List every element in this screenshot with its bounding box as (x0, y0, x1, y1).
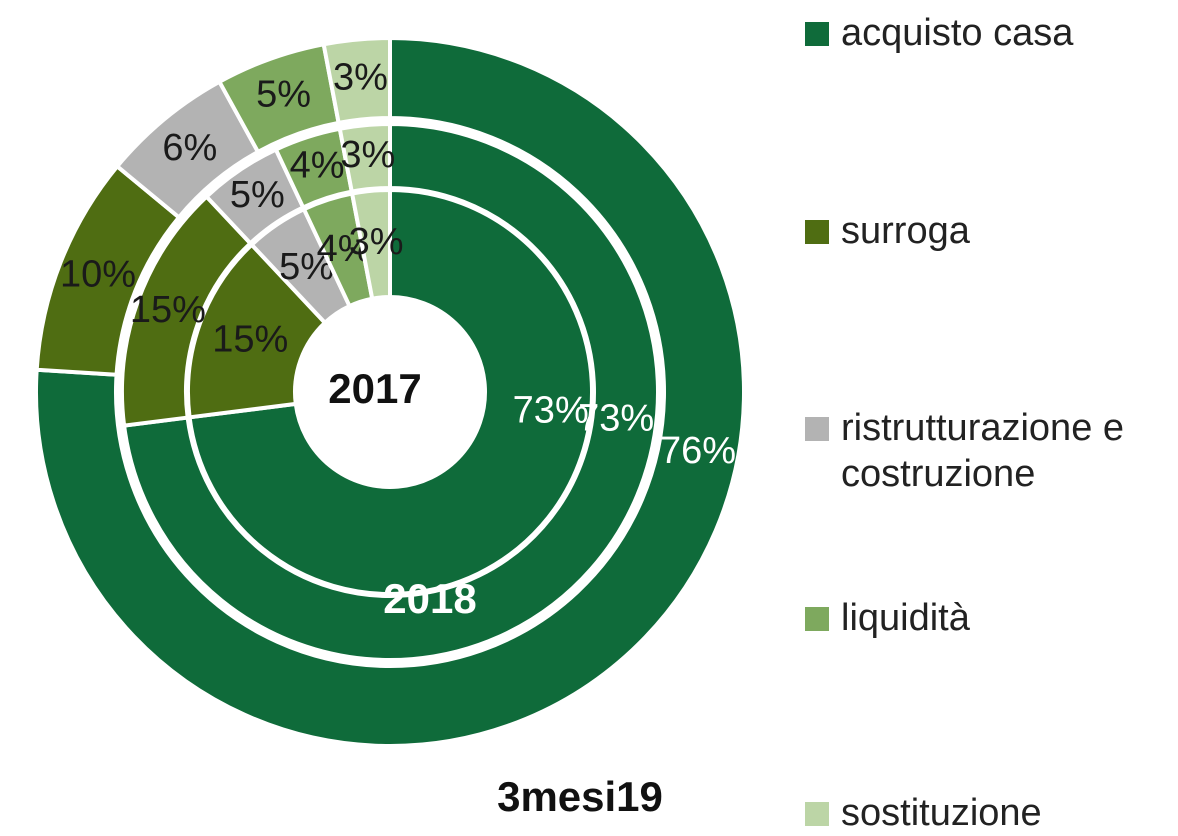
legend-swatch (805, 22, 829, 46)
chart: 73%15%5%4%3%201773%15%5%4%3%201876%10%6%… (34, 35, 746, 821)
donut-segment (349, 187, 392, 302)
legend-label: acquisto casa (841, 12, 1074, 54)
legend-label: ristrutturazione e costruzione (841, 407, 1125, 495)
legend-swatch (805, 220, 829, 244)
ring-name: 2017 (328, 365, 421, 412)
legend-swatch (805, 607, 829, 631)
value-label: 4% (290, 145, 345, 187)
legend-item: sostituzione (805, 790, 1165, 836)
ring-name: 2018 (383, 575, 476, 622)
legend-swatch (805, 417, 829, 441)
legend-item: ristrutturazione e costruzione (805, 405, 1165, 497)
value-label: 3% (333, 56, 388, 98)
value-label: 5% (256, 74, 311, 116)
value-label: 5% (230, 174, 285, 216)
donut-segment (121, 121, 660, 662)
value-label: 3% (340, 134, 395, 176)
legend-label: surroga (841, 210, 970, 252)
legend-label: sostituzione (841, 792, 1042, 834)
donut-segment (337, 121, 392, 194)
donut-segment (187, 187, 594, 596)
legend-swatch (805, 802, 829, 826)
value-label: 15% (212, 319, 288, 361)
value-label: 73% (513, 389, 589, 431)
value-label: 15% (130, 289, 206, 331)
legend-label: liquidità (841, 597, 970, 639)
value-label: 10% (60, 253, 136, 295)
value-label: 76% (660, 430, 736, 472)
legend-item: acquisto casa (805, 10, 1165, 56)
donut-segment (321, 35, 392, 126)
value-label: 73% (578, 398, 654, 440)
value-label: 3% (349, 221, 404, 263)
legend-item: surroga (805, 208, 1165, 254)
value-label: 6% (162, 127, 217, 169)
donut-segment (34, 35, 746, 748)
legend-item: liquidità (805, 595, 1165, 641)
ring-name: 3mesi19 (497, 773, 663, 820)
